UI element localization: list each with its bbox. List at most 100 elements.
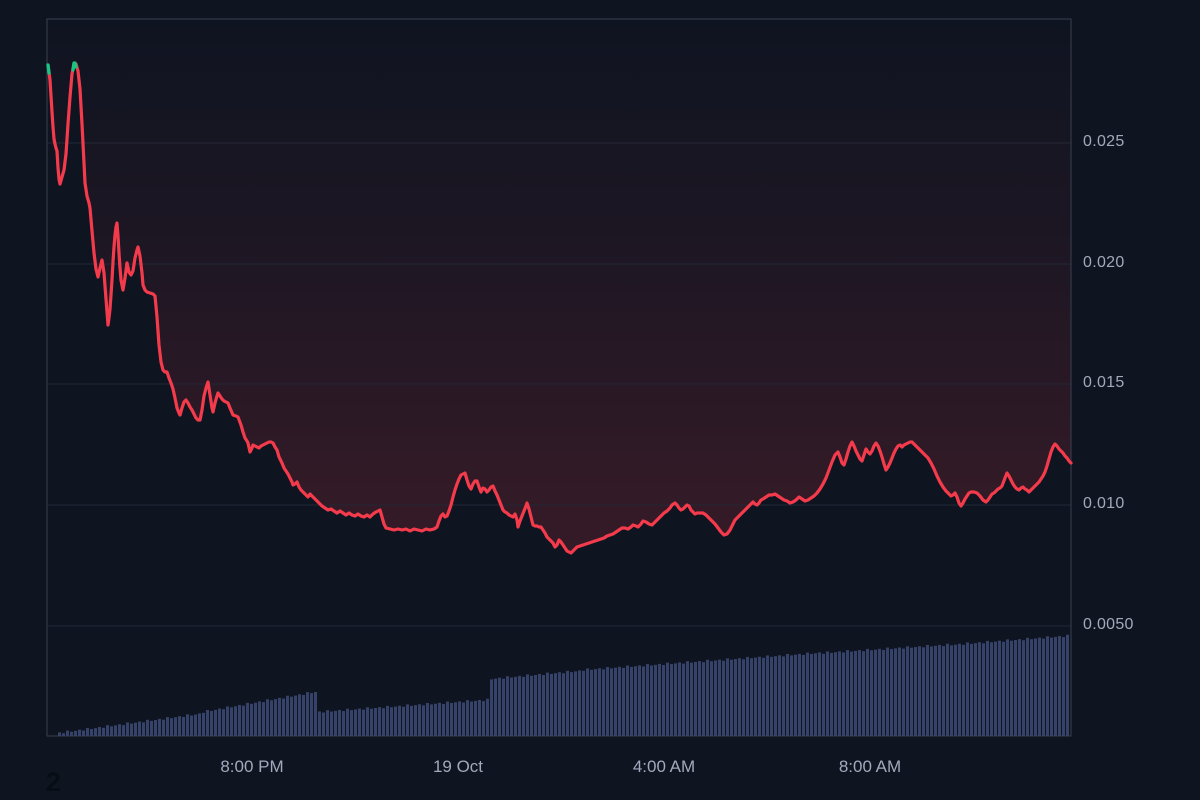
volume-bar <box>374 708 377 736</box>
volume-bar <box>430 704 433 736</box>
volume-bar <box>782 656 785 736</box>
volume-bar <box>826 651 829 736</box>
volume-bar <box>214 709 217 736</box>
volume-bar <box>390 707 393 736</box>
volume-bar <box>330 711 333 736</box>
volume-bar <box>814 653 817 736</box>
volume-bar <box>1026 637 1029 736</box>
volume-bar <box>482 701 485 736</box>
volume-bar <box>946 643 949 736</box>
volume-bar <box>566 670 569 736</box>
volume-bar <box>234 706 237 736</box>
volume-bar <box>454 702 457 736</box>
x-axis-label: 19 Oct <box>432 757 484 776</box>
volume-bar <box>1030 639 1033 736</box>
volume-bar <box>654 664 657 736</box>
volume-bar <box>338 709 341 736</box>
volume-bar <box>294 695 297 736</box>
price-area-glow <box>48 19 1071 553</box>
volume-bar <box>758 656 761 736</box>
volume-bar <box>730 659 733 736</box>
price-line-up-segment <box>71 61 78 72</box>
volume-bar <box>398 705 401 736</box>
volume-bar <box>854 650 857 736</box>
volume-bar <box>434 703 437 736</box>
volume-bar <box>570 672 573 736</box>
volume-bar <box>82 730 85 736</box>
volume-bar <box>302 694 305 736</box>
volume-bar <box>634 666 637 736</box>
volume-bar <box>842 652 845 736</box>
volume-bar <box>314 692 317 736</box>
volume-bar <box>726 658 729 736</box>
y-axis-label: 0.015 <box>1083 374 1125 391</box>
volume-bar <box>1014 640 1017 736</box>
volume-bar <box>242 705 245 736</box>
volume-bar <box>662 665 665 736</box>
volume-bar <box>830 652 833 736</box>
volume-bar <box>650 665 653 736</box>
volume-bar <box>926 644 929 736</box>
volume-bar <box>630 666 633 736</box>
volume-bar <box>494 678 497 736</box>
y-axis-label: 0.010 <box>1083 495 1125 512</box>
volume-bar <box>738 658 741 736</box>
volume-bar <box>802 654 805 736</box>
volume-bar <box>702 662 705 736</box>
volume-bar <box>790 655 793 736</box>
volume-bar <box>126 722 129 736</box>
volume-bar <box>170 718 173 736</box>
volume-bar <box>586 668 589 736</box>
volume-bar <box>874 649 877 736</box>
volume-bar <box>870 650 873 736</box>
volume-bar <box>862 651 865 736</box>
volume-bar <box>194 714 197 736</box>
volume-bar <box>258 701 261 736</box>
volume-bar <box>478 699 481 736</box>
volume-bar <box>594 669 597 736</box>
volume-bar <box>866 648 869 736</box>
volume-bar <box>362 709 365 736</box>
volume-bar <box>518 675 521 736</box>
volume-bar <box>698 661 701 736</box>
volume-bar <box>1034 638 1037 736</box>
volume-bar <box>146 719 149 736</box>
volume-bar <box>786 654 789 736</box>
volume-bar <box>922 647 925 736</box>
volume-bar <box>798 653 801 736</box>
volume-bar <box>282 698 285 736</box>
volume-bar <box>598 668 601 736</box>
y-axis-label: 0.0050 <box>1083 616 1134 633</box>
volume-bar <box>142 722 145 736</box>
volume-bar <box>1038 637 1041 736</box>
volume-bar <box>554 673 557 736</box>
volume-bar <box>250 703 253 736</box>
x-axis-label: 4:00 AM <box>632 757 696 776</box>
volume-bar <box>114 725 117 736</box>
volume-bar <box>658 663 661 736</box>
volume-bar <box>954 644 957 736</box>
volume-bar <box>878 648 881 736</box>
volume-bar <box>334 710 337 736</box>
volume-bar <box>358 708 361 736</box>
volume-bar <box>958 643 961 736</box>
volume-bar <box>646 664 649 736</box>
volume-bar <box>426 702 429 736</box>
volume-bar <box>246 702 249 736</box>
volume-bar <box>118 724 121 736</box>
volume-bar <box>666 662 669 736</box>
volume-bar <box>218 708 221 736</box>
volume-bar <box>1042 638 1045 736</box>
volume-bar <box>718 659 721 736</box>
volume-bar <box>366 707 369 736</box>
volume-bar <box>254 702 257 736</box>
volume-bar <box>410 705 413 736</box>
volume-bar <box>1046 636 1049 736</box>
volume-bar <box>606 666 609 736</box>
volume-bar <box>86 727 89 736</box>
volume-bar <box>614 667 617 736</box>
volume-bar <box>74 730 77 736</box>
